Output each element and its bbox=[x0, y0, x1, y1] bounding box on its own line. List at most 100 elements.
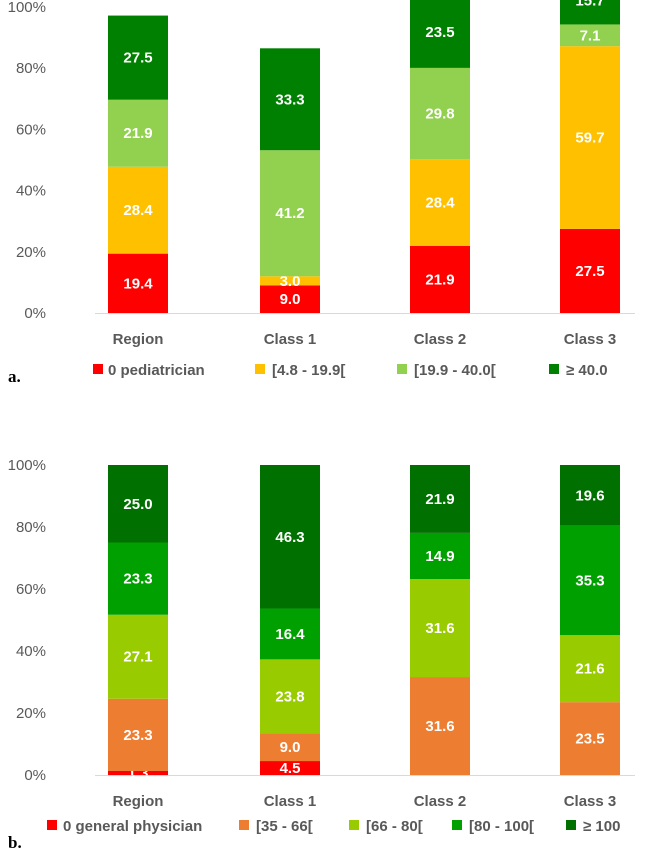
y-tick-label: 60% bbox=[16, 121, 46, 138]
panel-label: b. bbox=[8, 833, 22, 850]
category-label: Class 2 bbox=[414, 331, 467, 348]
bar-segment bbox=[410, 579, 470, 678]
y-tick-label: 0% bbox=[24, 767, 46, 784]
y-tick-label: 40% bbox=[16, 643, 46, 660]
data-label: 3.0 bbox=[280, 273, 301, 290]
bar-segment bbox=[410, 159, 470, 246]
data-label: 4.5 bbox=[280, 760, 301, 777]
data-label: 21.9 bbox=[425, 491, 454, 508]
bar-segment bbox=[108, 253, 168, 313]
data-label: 14.9 bbox=[425, 548, 454, 565]
panel-label: a. bbox=[8, 367, 21, 386]
data-label: 9.0 bbox=[280, 291, 301, 308]
category-label: Class 3 bbox=[564, 331, 617, 348]
data-label: 9.0 bbox=[280, 739, 301, 756]
bar-segment bbox=[108, 542, 168, 615]
y-tick-label: 60% bbox=[16, 581, 46, 598]
data-label: 25.0 bbox=[123, 496, 152, 513]
bar-segment bbox=[260, 48, 320, 151]
y-tick-label: 100% bbox=[8, 457, 46, 474]
data-label: 21.6 bbox=[575, 661, 604, 678]
bar-segment bbox=[260, 761, 320, 775]
data-label: 21.9 bbox=[425, 271, 454, 288]
bar-segment bbox=[560, 635, 620, 703]
bar-segment bbox=[560, 24, 620, 47]
data-label: 28.4 bbox=[123, 202, 153, 219]
legend-swatch bbox=[452, 820, 462, 830]
bar-segment bbox=[410, 677, 470, 775]
legend-swatch bbox=[255, 364, 265, 374]
data-label: 19.4 bbox=[123, 275, 153, 292]
bar-segment bbox=[560, 228, 620, 313]
y-tick-label: 0% bbox=[24, 305, 46, 322]
legend-label: [4.8 - 19.9[ bbox=[272, 362, 345, 379]
data-label: 41.2 bbox=[275, 205, 304, 222]
bar-segment bbox=[108, 99, 168, 167]
data-label: 23.3 bbox=[123, 727, 152, 744]
data-label: 27.5 bbox=[123, 50, 152, 67]
category-label: Class 2 bbox=[414, 793, 467, 810]
data-label: 59.7 bbox=[575, 130, 604, 147]
data-label: 23.8 bbox=[275, 688, 304, 705]
legend-label: 0 general physician bbox=[63, 818, 202, 835]
data-label: 21.9 bbox=[123, 125, 152, 142]
bar-segment bbox=[410, 245, 470, 313]
bar-segment bbox=[410, 67, 470, 160]
legend-label: ≥ 100 bbox=[583, 818, 620, 835]
y-tick-label: 80% bbox=[16, 60, 46, 77]
data-label: 19.6 bbox=[575, 487, 604, 504]
bar-segment bbox=[260, 150, 320, 277]
bar-segment bbox=[560, 465, 620, 526]
bar-segment bbox=[410, 0, 470, 68]
data-label: 35.3 bbox=[575, 572, 604, 589]
legend-swatch bbox=[566, 820, 576, 830]
bar-segment bbox=[260, 465, 320, 609]
bar-segment bbox=[108, 166, 168, 254]
bar-segment bbox=[260, 276, 320, 286]
category-label: Region bbox=[113, 793, 164, 810]
legend-swatch bbox=[47, 820, 57, 830]
legend-label: [66 - 80[ bbox=[366, 818, 423, 835]
y-tick-label: 100% bbox=[8, 0, 46, 16]
data-label: 23.5 bbox=[425, 24, 454, 41]
bar-segment bbox=[108, 15, 168, 100]
y-tick-label: 20% bbox=[16, 705, 46, 722]
data-label: 46.3 bbox=[275, 529, 304, 546]
y-tick-label: 20% bbox=[16, 244, 46, 261]
category-label: Class 3 bbox=[564, 793, 617, 810]
y-tick-label: 40% bbox=[16, 183, 46, 200]
bar-segment bbox=[108, 614, 168, 699]
data-label: 15.7 bbox=[575, 0, 604, 9]
bar-segment bbox=[260, 733, 320, 762]
legend-swatch bbox=[93, 364, 103, 374]
category-label: Class 1 bbox=[264, 793, 317, 810]
legend-label: ≥ 40.0 bbox=[566, 362, 608, 379]
data-label: 28.4 bbox=[425, 195, 455, 212]
bar-segment bbox=[260, 659, 320, 734]
category-label: Region bbox=[113, 331, 164, 348]
bar-segment bbox=[410, 465, 470, 533]
data-label: 31.6 bbox=[425, 620, 454, 637]
bar-segment bbox=[260, 608, 320, 660]
data-label: 27.1 bbox=[123, 649, 152, 666]
bar-segment bbox=[560, 0, 620, 25]
bar-segment bbox=[560, 46, 620, 229]
bar-segment bbox=[108, 465, 168, 543]
category-label: Class 1 bbox=[264, 331, 317, 348]
data-label: 23.5 bbox=[575, 731, 604, 748]
bar-segment bbox=[260, 285, 320, 313]
data-label: 7.1 bbox=[580, 27, 601, 44]
data-label: 16.4 bbox=[275, 626, 305, 643]
bar-segment bbox=[108, 770, 168, 775]
data-label: 33.3 bbox=[275, 91, 304, 108]
data-label: 27.5 bbox=[575, 263, 604, 280]
legend-label: [35 - 66[ bbox=[256, 818, 313, 835]
bar-segment bbox=[560, 702, 620, 775]
bar-segment bbox=[108, 698, 168, 771]
legend-label: [19.9 - 40.0[ bbox=[414, 362, 496, 379]
bar-segment bbox=[560, 525, 620, 636]
legend-swatch bbox=[397, 364, 407, 374]
data-label: 23.3 bbox=[123, 571, 152, 588]
legend-swatch bbox=[349, 820, 359, 830]
